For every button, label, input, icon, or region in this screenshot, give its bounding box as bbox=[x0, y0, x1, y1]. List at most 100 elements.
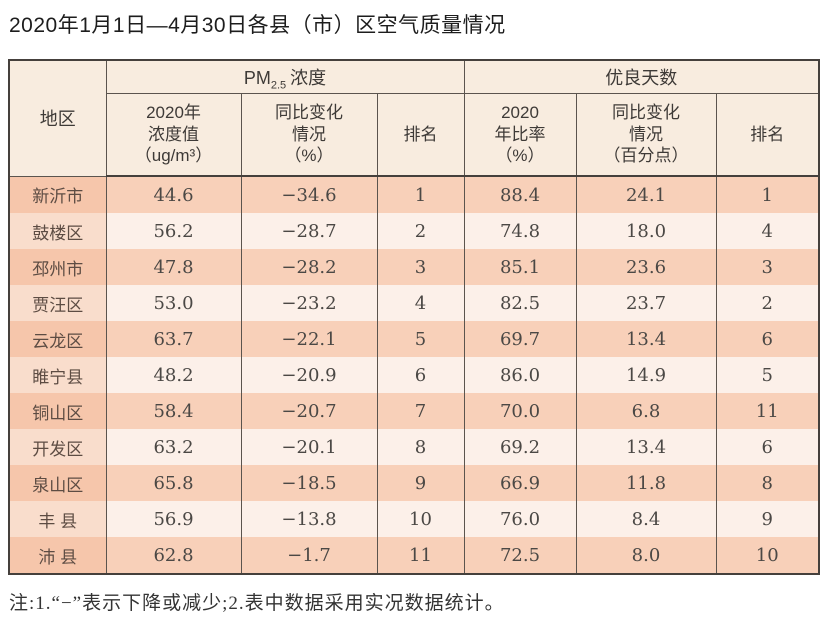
pm-rank-cell: 7 bbox=[376, 393, 465, 429]
good-rate-column-header: 2020 年比率 （%） bbox=[463, 93, 577, 177]
pm-value-column-header: 2020年 浓度值 （ug/m³） bbox=[105, 93, 242, 177]
table-row: 新沂市 44.6 −34.6 1 88.4 24.1 1 bbox=[8, 176, 820, 213]
pm-change-cell: −28.2 bbox=[240, 249, 378, 285]
good-rate-cell: 66.9 bbox=[463, 465, 577, 501]
pm25-text: PM bbox=[243, 68, 271, 88]
pm-value-cell: 44.6 bbox=[105, 176, 242, 213]
table-row: 邳州市 47.8 −28.2 3 85.1 23.6 3 bbox=[8, 249, 820, 285]
region-cell: 泉山区 bbox=[8, 465, 107, 501]
group-header-row: 地区 PM2.5 浓度 优良天数 bbox=[8, 60, 820, 177]
good-change-cell: 23.6 bbox=[575, 249, 717, 285]
region-cell: 邳州市 bbox=[8, 249, 107, 285]
region-cell: 云龙区 bbox=[8, 321, 107, 357]
pm25-group-header: PM2.5 浓度 bbox=[105, 60, 465, 94]
good-change-column-header: 同比变化 情况 （百分点） bbox=[575, 93, 717, 177]
pm-change-cell: −23.2 bbox=[240, 285, 378, 321]
good-rank-cell: 5 bbox=[715, 357, 820, 393]
table-row: 沛 县 62.8 −1.7 11 72.5 8.0 10 bbox=[8, 537, 820, 574]
region-cell: 新沂市 bbox=[8, 176, 107, 213]
good-rank-cell: 10 bbox=[715, 537, 820, 574]
good-rate-cell: 72.5 bbox=[463, 537, 577, 574]
good-rank-cell: 11 bbox=[715, 393, 820, 429]
table-row: 鼓楼区 56.2 −28.7 2 74.8 18.0 4 bbox=[8, 213, 820, 249]
good-rate-cell: 85.1 bbox=[463, 249, 577, 285]
good-change-cell: 13.4 bbox=[575, 321, 717, 357]
good-rank-column-header: 排名 bbox=[715, 93, 820, 177]
good-change-cell: 13.4 bbox=[575, 429, 717, 465]
pm-value-cell: 56.9 bbox=[105, 501, 242, 537]
good-change-cell: 8.0 bbox=[575, 537, 717, 574]
region-cell: 沛 县 bbox=[8, 537, 107, 574]
pm-change-cell: −13.8 bbox=[240, 501, 378, 537]
good-rank-cell: 6 bbox=[715, 429, 820, 465]
good-rank-cell: 6 bbox=[715, 321, 820, 357]
region-cell: 贾汪区 bbox=[8, 285, 107, 321]
pm-change-cell: −28.7 bbox=[240, 213, 378, 249]
pm-rank-cell: 4 bbox=[376, 285, 465, 321]
pm-change-cell: −20.9 bbox=[240, 357, 378, 393]
pm-value-cell: 63.2 bbox=[105, 429, 242, 465]
good-rank-cell: 4 bbox=[715, 213, 820, 249]
pm-change-cell: −20.1 bbox=[240, 429, 378, 465]
pm-value-cell: 48.2 bbox=[105, 357, 242, 393]
pm-change-cell: −1.7 bbox=[240, 537, 378, 574]
region-cell: 睢宁县 bbox=[8, 357, 107, 393]
table-row: 开发区 63.2 −20.1 8 69.2 13.4 6 bbox=[8, 429, 820, 465]
good-days-group-header: 优良天数 bbox=[463, 60, 820, 94]
pm-change-cell: −20.7 bbox=[240, 393, 378, 429]
footnote: 注:1.“−”表示下降或减少;2.表中数据采用实况数据统计。 bbox=[9, 593, 505, 614]
good-rate-cell: 69.2 bbox=[463, 429, 577, 465]
good-rank-cell: 1 bbox=[715, 176, 820, 213]
good-rate-cell: 74.8 bbox=[463, 213, 577, 249]
good-change-cell: 18.0 bbox=[575, 213, 717, 249]
pm-value-cell: 47.8 bbox=[105, 249, 242, 285]
good-rank-cell: 3 bbox=[715, 249, 820, 285]
good-rank-cell: 8 bbox=[715, 465, 820, 501]
pm-value-cell: 63.7 bbox=[105, 321, 242, 357]
table-header: 地区 PM2.5 浓度 优良天数 2020年 浓度值 （ug/m³） 同比变化 情… bbox=[8, 60, 820, 177]
good-change-cell: 6.8 bbox=[575, 393, 717, 429]
pm25-label: 浓度 bbox=[290, 68, 327, 88]
good-rank-cell: 2 bbox=[715, 285, 820, 321]
pm-rank-column-header: 排名 bbox=[376, 93, 465, 177]
good-change-cell: 11.8 bbox=[575, 465, 717, 501]
good-rate-cell: 88.4 bbox=[463, 176, 577, 213]
pm-rank-cell: 3 bbox=[376, 249, 465, 285]
pm-change-cell: −22.1 bbox=[240, 321, 378, 357]
page-title: 2020年1月1日—4月30日各县（市）区空气质量情况 bbox=[9, 14, 506, 37]
pm25-subscript: 2.5 bbox=[270, 79, 287, 92]
pm-rank-cell: 9 bbox=[376, 465, 465, 501]
pm-value-cell: 65.8 bbox=[105, 465, 242, 501]
region-cell: 鼓楼区 bbox=[8, 213, 107, 249]
pm-rank-cell: 6 bbox=[376, 357, 465, 393]
region-cell: 铜山区 bbox=[8, 393, 107, 429]
pm-rank-cell: 2 bbox=[376, 213, 465, 249]
good-change-cell: 14.9 bbox=[575, 357, 717, 393]
table-row: 铜山区 58.4 −20.7 7 70.0 6.8 11 bbox=[8, 393, 820, 429]
good-change-cell: 8.4 bbox=[575, 501, 717, 537]
good-rate-cell: 70.0 bbox=[463, 393, 577, 429]
pm-change-cell: −18.5 bbox=[240, 465, 378, 501]
pm-change-cell: −34.6 bbox=[240, 176, 378, 213]
pm-rank-cell: 10 bbox=[376, 501, 465, 537]
good-rate-cell: 82.5 bbox=[463, 285, 577, 321]
good-change-cell: 23.7 bbox=[575, 285, 717, 321]
good-rate-cell: 86.0 bbox=[463, 357, 577, 393]
table-row: 云龙区 63.7 −22.1 5 69.7 13.4 6 bbox=[8, 321, 820, 357]
region-cell: 开发区 bbox=[8, 429, 107, 465]
table-body: 新沂市 44.6 −34.6 1 88.4 24.1 1 鼓楼区 56.2 −28.7 2 74.8 1… bbox=[8, 176, 820, 574]
region-cell: 丰 县 bbox=[8, 501, 107, 537]
good-change-cell: 24.1 bbox=[575, 176, 717, 213]
table-row: 贾汪区 53.0 −23.2 4 82.5 23.7 2 bbox=[8, 285, 820, 321]
table-row: 泉山区 65.8 −18.5 9 66.9 11.8 8 bbox=[8, 465, 820, 501]
pm-value-cell: 58.4 bbox=[105, 393, 242, 429]
table-row: 丰 县 56.9 −13.8 10 76.0 8.4 9 bbox=[8, 501, 820, 537]
region-column-header: 地区 bbox=[8, 60, 107, 177]
pm-value-cell: 62.8 bbox=[105, 537, 242, 574]
good-rate-cell: 69.7 bbox=[463, 321, 577, 357]
pm-rank-cell: 8 bbox=[376, 429, 465, 465]
pm-rank-cell: 1 bbox=[376, 176, 465, 213]
pm-value-cell: 53.0 bbox=[105, 285, 242, 321]
good-rate-cell: 76.0 bbox=[463, 501, 577, 537]
